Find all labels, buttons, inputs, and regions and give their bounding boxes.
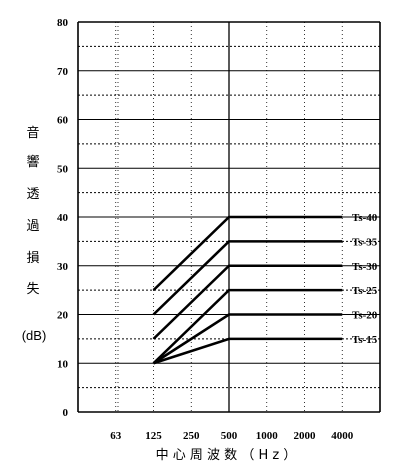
y-axis-title-char: 音 <box>26 126 40 141</box>
x-tick-label: 125 <box>145 430 162 442</box>
y-tick-label: 80 <box>57 17 69 29</box>
series-labels: Ts-40 Ts-35 Ts-30 Ts-25 Ts-20 Ts-15 <box>352 212 378 346</box>
series-line-ts-30 <box>152 264 343 340</box>
y-tick-label: 30 <box>57 261 69 273</box>
series-line-ts-15 <box>153 337 343 365</box>
grid <box>77 21 381 413</box>
y-tick-label: 20 <box>57 310 69 322</box>
y-tick-label: 50 <box>57 163 69 175</box>
series-label-ts-30: Ts-30 <box>352 261 378 273</box>
x-tick-label: 63 <box>110 430 122 442</box>
y-tick-label: 70 <box>57 66 69 78</box>
y-tick-label: 40 <box>57 212 69 224</box>
y-axis-title-char: (dB) <box>21 328 47 343</box>
x-tick-labels: 63 125 250 500 1000 2000 4000 <box>110 430 354 442</box>
y-axis-title-char: 過 <box>26 219 40 234</box>
series-line-ts-40 <box>152 215 343 292</box>
series-label-ts-25: Ts-25 <box>352 285 378 297</box>
y-tick-labels: 0 10 20 30 40 50 60 70 80 <box>57 17 69 419</box>
series-lines <box>152 215 343 365</box>
x-tick-label: 250 <box>183 430 200 442</box>
y-axis-title-char: 響 <box>26 155 40 170</box>
y-tick-label: 10 <box>57 358 69 370</box>
series-line-ts-20 <box>152 313 343 365</box>
series-label-ts-20: Ts-20 <box>352 310 378 322</box>
series-label-ts-15: Ts-15 <box>352 334 378 346</box>
y-axis-title-char: 透 <box>26 187 40 202</box>
x-tick-label: 1000 <box>256 430 279 442</box>
x-tick-label: 2000 <box>294 430 317 442</box>
series-label-ts-40: Ts-40 <box>352 212 378 224</box>
series-line-ts-35 <box>152 240 343 316</box>
x-tick-label: 500 <box>221 430 238 442</box>
x-tick-label: 4000 <box>331 430 354 442</box>
x-axis-title: 中 心 周 波 数 （ H z ） <box>156 448 297 463</box>
y-tick-label: 0 <box>63 407 69 419</box>
series-line-ts-25 <box>152 288 343 365</box>
y-axis-title-char: 損 <box>26 251 40 266</box>
series-label-ts-35: Ts-35 <box>352 236 378 248</box>
y-tick-label: 60 <box>57 115 69 127</box>
y-axis-title-char: 失 <box>26 282 40 297</box>
